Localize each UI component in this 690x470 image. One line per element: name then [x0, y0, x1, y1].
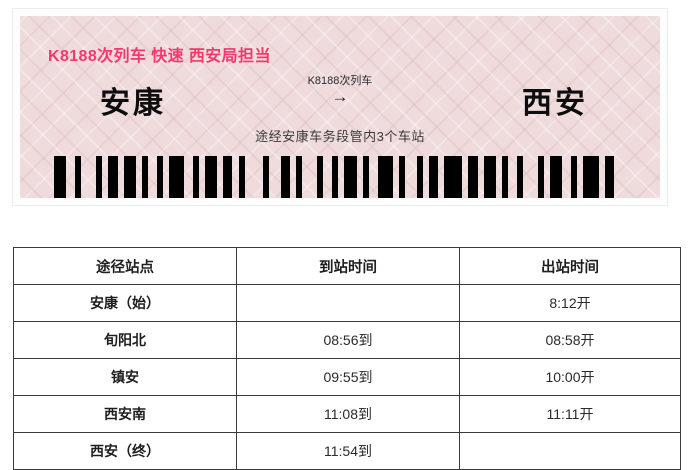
column-header-station: 途径站点	[13, 247, 237, 285]
barcode-bar	[444, 156, 463, 198]
barcode-bar	[516, 156, 523, 198]
barcode-bar	[468, 156, 478, 198]
barcode-bar	[302, 156, 317, 198]
barcode-bar	[571, 156, 578, 198]
barcode-bar	[362, 156, 369, 198]
barcode-bar	[398, 156, 405, 198]
barcode-bar	[245, 156, 263, 198]
barcode-bar	[54, 156, 67, 198]
cell-station: 镇安	[13, 358, 237, 396]
barcode-bar	[377, 156, 393, 198]
barcode-bar	[148, 156, 157, 198]
barcode-bar	[66, 156, 75, 198]
ticket-route-note: 途经安康车务段管内3个车站	[255, 129, 425, 144]
barcode-bar	[238, 156, 245, 198]
barcode-icon	[54, 156, 626, 198]
ticket-body: K8188次列车 快速 西安局担当 安康 K8188次列车 → 西安 途经安康车…	[20, 16, 660, 198]
column-header-departure: 出站时间	[459, 247, 681, 285]
barcode-bar	[269, 156, 281, 198]
barcode-bar	[184, 156, 193, 198]
barcode-bar	[405, 156, 417, 198]
cell-station: 西安南	[13, 395, 237, 433]
barcode-bar	[280, 156, 290, 198]
table-row: 安康（始） 8:12开	[13, 284, 681, 322]
barcode-bar	[168, 156, 185, 198]
barcode-bar	[369, 156, 378, 198]
column-header-arrival: 到站时间	[236, 247, 460, 285]
cell-departure-time: 10:00开	[459, 358, 681, 396]
table-row: 西安南 11:08到 11:11开	[13, 395, 681, 433]
cell-arrival-time: 11:54到	[236, 432, 460, 470]
cell-departure-time: 08:58开	[459, 321, 681, 359]
table-header-row: 途径站点 到站时间 出站时间	[13, 247, 681, 285]
destination-station-name: 西安	[522, 87, 588, 120]
station-timetable: 途径站点 到站时间 出站时间 安康（始） 8:12开 旬阳北 08:56到 08:58开…	[13, 247, 681, 470]
cell-arrival-time: 09:55到	[236, 358, 460, 396]
cell-departure-time	[459, 432, 681, 470]
barcode-bar	[429, 156, 439, 198]
barcode-bar	[156, 156, 163, 198]
barcode-bar	[550, 156, 563, 198]
barcode-bar	[538, 156, 545, 198]
barcode-bar	[508, 156, 517, 198]
barcode-bar	[296, 156, 303, 198]
cell-station: 安康（始）	[13, 284, 237, 322]
origin-station-name: 安康	[100, 87, 166, 120]
barcode-bar	[523, 156, 538, 198]
train-ticket-card: K8188次列车 快速 西安局担当 安康 K8188次列车 → 西安 途经安康车…	[12, 8, 668, 206]
barcode-bar	[604, 156, 614, 198]
barcode-bar	[583, 156, 599, 198]
barcode-bar	[562, 156, 571, 198]
barcode-bar	[323, 156, 332, 198]
table-row: 镇安 09:55到 10:00开	[13, 358, 681, 396]
barcode-bar	[223, 156, 233, 198]
cell-arrival-time: 11:08到	[236, 395, 460, 433]
barcode-bar	[141, 156, 148, 198]
barcode-bar	[262, 156, 269, 198]
barcode-bar	[614, 156, 626, 198]
barcode-bar	[344, 156, 357, 198]
barcode-bar	[483, 156, 496, 198]
table-row: 旬阳北 08:56到 08:58开	[13, 321, 681, 359]
barcode-bar	[417, 156, 424, 198]
cell-arrival-time	[236, 284, 460, 322]
cell-station: 西安（终）	[13, 432, 237, 470]
cell-arrival-time: 08:56到	[236, 321, 460, 359]
barcode-bar	[501, 156, 508, 198]
barcode-bar	[193, 156, 200, 198]
barcode-bar	[75, 156, 82, 198]
cell-departure-time: 8:12开	[459, 284, 681, 322]
barcode-bar	[108, 156, 118, 198]
barcode-bar	[96, 156, 103, 198]
ticket-headline: K8188次列车 快速 西安局担当	[48, 48, 271, 65]
cell-departure-time: 11:11开	[459, 395, 681, 433]
cell-station: 旬阳北	[13, 321, 237, 359]
barcode-bar	[317, 156, 324, 198]
barcode-bar	[205, 156, 218, 198]
table-row: 西安（终） 11:54到	[13, 432, 681, 470]
barcode-bar	[123, 156, 136, 198]
barcode-bar	[332, 156, 339, 198]
barcode-bar	[81, 156, 96, 198]
